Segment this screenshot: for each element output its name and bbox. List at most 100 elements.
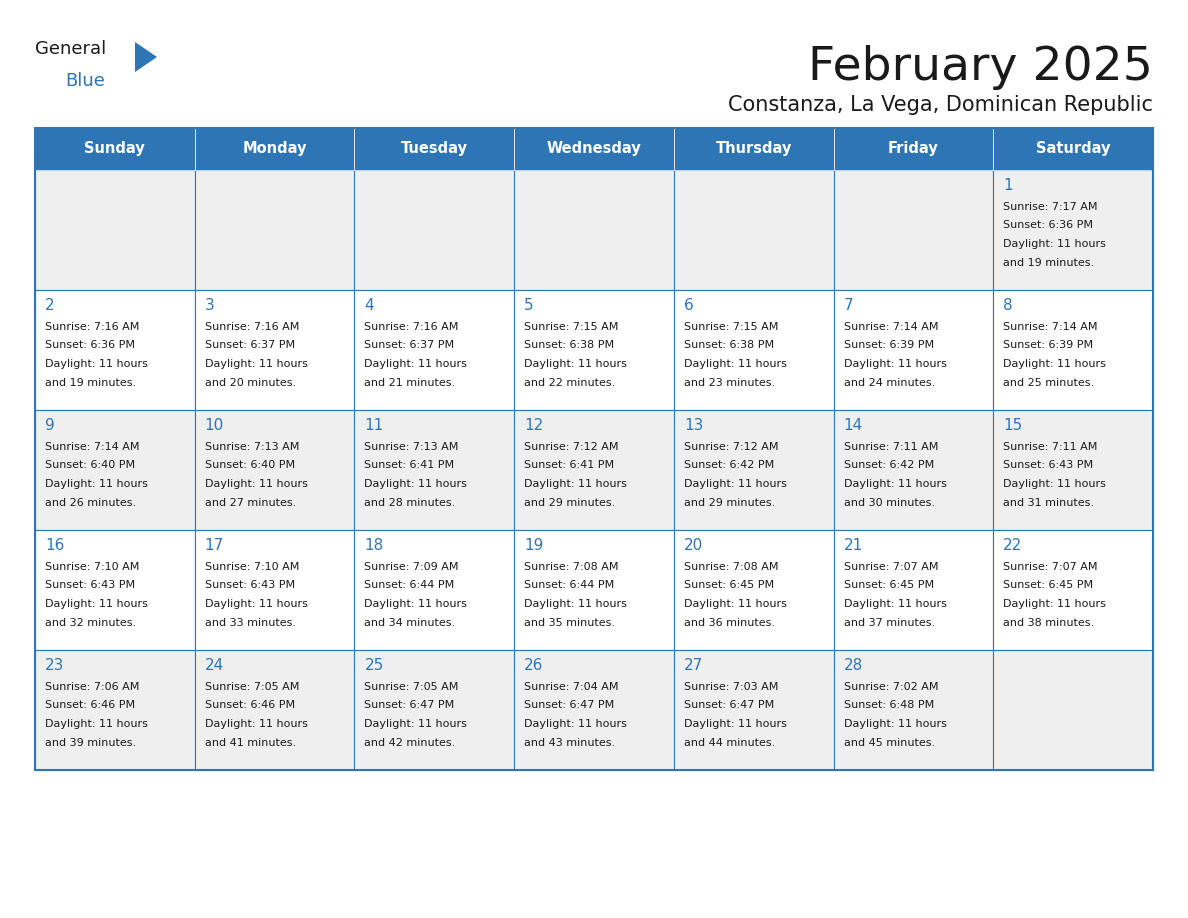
Bar	[674, 128, 834, 170]
Bar	[834, 170, 993, 290]
Bar	[514, 170, 674, 290]
Text: Sunset: 6:38 PM: Sunset: 6:38 PM	[684, 341, 775, 351]
Bar	[834, 410, 993, 530]
Text: 10: 10	[204, 418, 225, 433]
Text: Sunrise: 7:06 AM: Sunrise: 7:06 AM	[45, 682, 139, 692]
Text: 19: 19	[524, 538, 544, 553]
Text: Daylight: 11 hours: Daylight: 11 hours	[365, 359, 467, 369]
Bar	[354, 530, 514, 650]
Text: and 31 minutes.: and 31 minutes.	[1004, 498, 1094, 508]
Text: Sunset: 6:41 PM: Sunset: 6:41 PM	[365, 461, 455, 471]
Text: Sunrise: 7:03 AM: Sunrise: 7:03 AM	[684, 682, 778, 692]
Text: Sunset: 6:47 PM: Sunset: 6:47 PM	[684, 700, 775, 711]
Text: 1: 1	[1004, 178, 1013, 193]
Text: Sunrise: 7:13 AM: Sunrise: 7:13 AM	[365, 442, 459, 452]
Bar	[514, 128, 674, 170]
Text: Sunrise: 7:15 AM: Sunrise: 7:15 AM	[684, 322, 778, 332]
Text: Sunrise: 7:12 AM: Sunrise: 7:12 AM	[524, 442, 619, 452]
Text: Sunset: 6:43 PM: Sunset: 6:43 PM	[1004, 461, 1093, 471]
Bar	[993, 650, 1154, 770]
Text: 9: 9	[45, 418, 55, 433]
Text: and 41 minutes.: and 41 minutes.	[204, 737, 296, 747]
Text: Sunrise: 7:14 AM: Sunrise: 7:14 AM	[843, 322, 939, 332]
Text: Sunrise: 7:07 AM: Sunrise: 7:07 AM	[843, 562, 939, 572]
Text: 13: 13	[684, 418, 703, 433]
Text: Daylight: 11 hours: Daylight: 11 hours	[365, 479, 467, 489]
Text: 4: 4	[365, 298, 374, 313]
Text: Sunset: 6:47 PM: Sunset: 6:47 PM	[365, 700, 455, 711]
Bar	[34, 290, 195, 410]
Text: and 37 minutes.: and 37 minutes.	[843, 618, 935, 628]
Text: and 39 minutes.: and 39 minutes.	[45, 737, 137, 747]
Bar	[195, 290, 354, 410]
Text: 25: 25	[365, 658, 384, 673]
Text: Sunset: 6:37 PM: Sunset: 6:37 PM	[204, 341, 295, 351]
Text: 8: 8	[1004, 298, 1013, 313]
Bar	[674, 530, 834, 650]
Text: Sunrise: 7:10 AM: Sunrise: 7:10 AM	[45, 562, 139, 572]
Text: Sunset: 6:45 PM: Sunset: 6:45 PM	[843, 580, 934, 590]
Text: Tuesday: Tuesday	[400, 141, 468, 156]
Text: Sunset: 6:40 PM: Sunset: 6:40 PM	[204, 461, 295, 471]
Text: February 2025: February 2025	[808, 45, 1154, 90]
Text: and 29 minutes.: and 29 minutes.	[524, 498, 615, 508]
Text: Blue: Blue	[65, 72, 105, 90]
Text: and 42 minutes.: and 42 minutes.	[365, 737, 456, 747]
Text: Daylight: 11 hours: Daylight: 11 hours	[1004, 359, 1106, 369]
Text: Sunset: 6:44 PM: Sunset: 6:44 PM	[524, 580, 614, 590]
Bar	[34, 650, 195, 770]
Text: Sunrise: 7:16 AM: Sunrise: 7:16 AM	[45, 322, 139, 332]
Bar	[993, 410, 1154, 530]
Text: 14: 14	[843, 418, 862, 433]
Bar	[674, 170, 834, 290]
Text: Sunrise: 7:14 AM: Sunrise: 7:14 AM	[45, 442, 139, 452]
Text: and 27 minutes.: and 27 minutes.	[204, 498, 296, 508]
Text: Sunset: 6:47 PM: Sunset: 6:47 PM	[524, 700, 614, 711]
Text: and 19 minutes.: and 19 minutes.	[45, 377, 137, 387]
Text: Daylight: 11 hours: Daylight: 11 hours	[843, 359, 947, 369]
Bar	[195, 410, 354, 530]
Text: Monday: Monday	[242, 141, 307, 156]
Bar	[34, 410, 195, 530]
Text: Daylight: 11 hours: Daylight: 11 hours	[1004, 479, 1106, 489]
Text: and 26 minutes.: and 26 minutes.	[45, 498, 137, 508]
Bar	[514, 530, 674, 650]
Text: Daylight: 11 hours: Daylight: 11 hours	[204, 479, 308, 489]
Text: and 34 minutes.: and 34 minutes.	[365, 618, 455, 628]
Bar	[195, 170, 354, 290]
Bar	[34, 170, 195, 290]
Text: Sunrise: 7:02 AM: Sunrise: 7:02 AM	[843, 682, 939, 692]
Text: Daylight: 11 hours: Daylight: 11 hours	[843, 479, 947, 489]
Bar	[195, 650, 354, 770]
Bar	[195, 530, 354, 650]
Text: General: General	[34, 40, 106, 58]
Polygon shape	[135, 42, 157, 72]
Text: and 21 minutes.: and 21 minutes.	[365, 377, 455, 387]
Text: 15: 15	[1004, 418, 1023, 433]
Text: Sunrise: 7:17 AM: Sunrise: 7:17 AM	[1004, 202, 1098, 212]
Text: Sunset: 6:46 PM: Sunset: 6:46 PM	[45, 700, 135, 711]
Text: Sunset: 6:37 PM: Sunset: 6:37 PM	[365, 341, 455, 351]
Text: and 28 minutes.: and 28 minutes.	[365, 498, 456, 508]
Text: Daylight: 11 hours: Daylight: 11 hours	[843, 599, 947, 609]
Text: Constanza, La Vega, Dominican Republic: Constanza, La Vega, Dominican Republic	[728, 95, 1154, 115]
Text: Daylight: 11 hours: Daylight: 11 hours	[843, 719, 947, 729]
Text: and 36 minutes.: and 36 minutes.	[684, 618, 775, 628]
Text: 26: 26	[524, 658, 544, 673]
Text: 21: 21	[843, 538, 862, 553]
Text: Sunset: 6:39 PM: Sunset: 6:39 PM	[843, 341, 934, 351]
Text: and 43 minutes.: and 43 minutes.	[524, 737, 615, 747]
Text: Sunset: 6:39 PM: Sunset: 6:39 PM	[1004, 341, 1093, 351]
Text: Sunrise: 7:05 AM: Sunrise: 7:05 AM	[365, 682, 459, 692]
Bar	[34, 128, 1154, 770]
Text: Sunrise: 7:16 AM: Sunrise: 7:16 AM	[365, 322, 459, 332]
Text: Sunrise: 7:08 AM: Sunrise: 7:08 AM	[524, 562, 619, 572]
Bar	[674, 410, 834, 530]
Text: Daylight: 11 hours: Daylight: 11 hours	[524, 599, 627, 609]
Text: 12: 12	[524, 418, 543, 433]
Text: Sunset: 6:44 PM: Sunset: 6:44 PM	[365, 580, 455, 590]
Bar	[514, 650, 674, 770]
Text: 18: 18	[365, 538, 384, 553]
Text: Daylight: 11 hours: Daylight: 11 hours	[684, 599, 786, 609]
Text: Daylight: 11 hours: Daylight: 11 hours	[684, 359, 786, 369]
